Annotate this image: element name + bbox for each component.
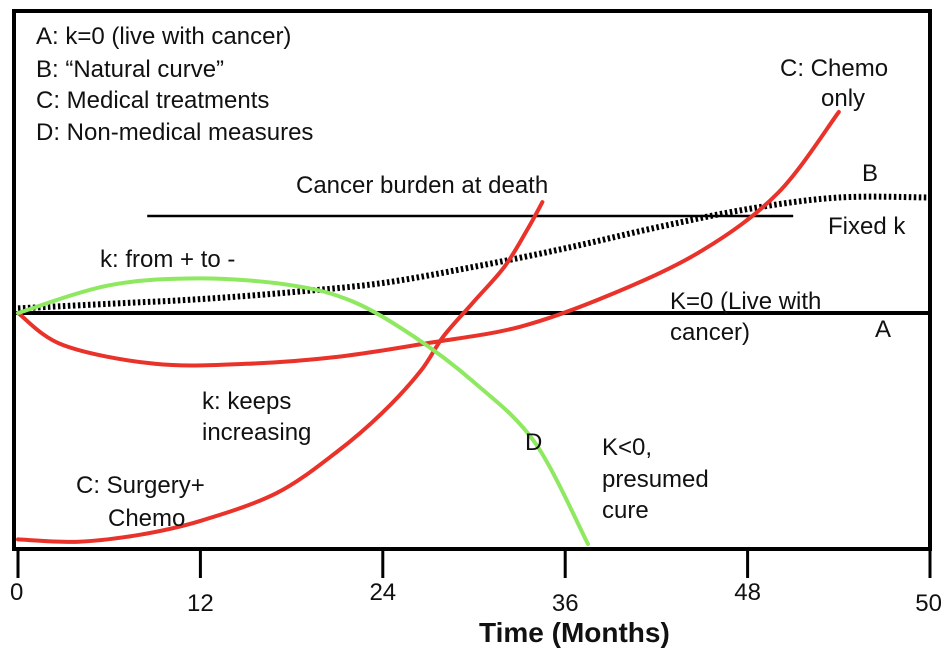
legend-b: B: “Natural curve” — [36, 56, 224, 83]
surgery-label-2: Chemo — [108, 505, 185, 532]
curve-d — [16, 276, 590, 546]
x-axis-title: Time (Months) — [479, 617, 670, 648]
d-label: D — [525, 429, 542, 456]
k-keeps-label-2: increasing — [202, 419, 311, 446]
k-neg-label-3: cure — [602, 497, 649, 524]
surgery-label-1: C: Surgery+ — [76, 472, 205, 499]
k-keeps-label-1: k: keeps — [202, 388, 291, 415]
x-tick-label-36: 36 — [552, 590, 579, 617]
legend-c: C: Medical treatments — [36, 87, 269, 114]
k-neg-label-2: presumed — [602, 466, 709, 493]
curves — [16, 110, 931, 546]
x-axis: 0 12 24 36 48 50 — [10, 551, 942, 617]
k0-label-1: K=0 (Live with — [670, 288, 821, 315]
x-tick-label-48: 48 — [734, 579, 761, 606]
b-label: B — [862, 160, 878, 187]
burden-at-death-label: Cancer burden at death — [296, 172, 548, 199]
curve-c-surgery-chemo — [16, 200, 545, 544]
x-tick-label-0: 0 — [10, 579, 23, 606]
chemo-only-label-1: C: Chemo — [780, 55, 888, 82]
chemo-only-label-2: only — [821, 85, 865, 112]
x-tick-label-24: 24 — [369, 579, 396, 606]
fixed-k-label: Fixed k — [828, 213, 906, 240]
a-label: A — [875, 316, 891, 343]
legend-a: A: k=0 (live with cancer) — [36, 23, 291, 50]
legend-d: D: Non-medical measures — [36, 119, 313, 146]
reference-lines — [14, 214, 930, 315]
x-tick-label-50: 50 — [915, 590, 942, 617]
k-from-label: k: from + to - — [100, 246, 235, 273]
curve-b — [17, 193, 931, 312]
plot-frame — [12, 9, 932, 551]
k-neg-label-1: K<0, — [602, 434, 652, 461]
k0-label-2: cancer) — [670, 319, 750, 346]
x-tick-label-12: 12 — [187, 590, 214, 617]
